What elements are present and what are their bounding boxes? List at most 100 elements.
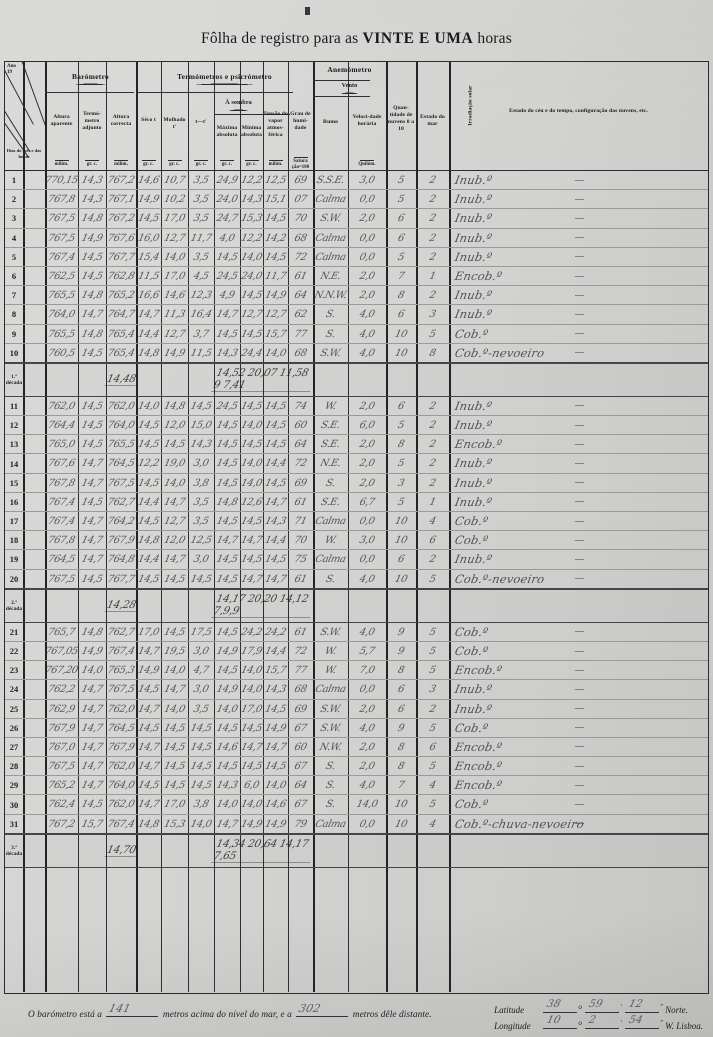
table-row[interactable]: 10 760,5 14,5 765,4 14,8 14,9 11,5 14,3 24,4 14,0… <box>5 344 708 363</box>
table-row[interactable]: 1 770,15 14,3 767,2 14,6 10,7 3,5 24,9 12,2 12,5 6… <box>5 171 708 191</box>
cell-1[interactable]: 767,8 <box>46 534 77 546</box>
cell-1[interactable]: 770,15 <box>43 174 80 186</box>
cell-2[interactable]: 14,5 <box>80 496 104 508</box>
cell-11[interactable]: S.E. <box>319 419 342 431</box>
cell-12[interactable]: 4,0 <box>358 308 376 320</box>
cell-3[interactable]: 764,7 <box>106 308 136 320</box>
cell-11[interactable]: W. <box>323 664 338 676</box>
cell-3[interactable]: 767,9 <box>106 534 136 546</box>
table-row[interactable]: 11 762,0 14,5 762,0 14,0 14,8 14,5 24,5 14,5 14,5… <box>5 397 708 417</box>
cell-1[interactable]: 767,5 <box>46 232 77 244</box>
latitude-sec-field[interactable]: 12 <box>624 998 659 1013</box>
cell-5[interactable]: 14,0 <box>162 703 187 715</box>
cell-11[interactable]: S.E. <box>319 496 342 508</box>
cell-11[interactable]: S. <box>324 328 337 340</box>
table-row[interactable]: 2 767,8 14,3 767,1 14,9 10,2 3,5 24,0 14,3 15,1 07… <box>5 190 708 210</box>
cell-12[interactable]: 4,0 <box>358 626 376 638</box>
cell-2[interactable]: 14,5 <box>80 573 104 585</box>
cell-sky-state[interactable]: Inub.º <box>453 192 494 207</box>
cell-13[interactable]: 8 <box>396 741 406 753</box>
table-row[interactable]: 14 767,6 14,7 764,5 12,2 19,0 3,0 14,5 14,0 14,4 7… <box>5 454 708 474</box>
cell-3[interactable]: 762,7 <box>106 496 136 508</box>
cell-12[interactable]: 2,0 <box>358 270 376 282</box>
cell-1[interactable]: 762,9 <box>46 703 77 715</box>
cell-11[interactable]: Calma <box>314 818 347 830</box>
cell-12[interactable]: 2,0 <box>358 477 376 489</box>
table-row[interactable]: 17 767,4 14,7 764,2 14,5 12,7 3,5 14,5 14,5 14,3 7… <box>5 512 708 532</box>
distance-field[interactable]: 302 <box>296 1002 349 1017</box>
cell-1[interactable]: 767,5 <box>46 573 77 585</box>
cell-sky-state[interactable]: Cob.º-nevoeiro <box>453 571 546 586</box>
cell-1[interactable]: 767,6 <box>46 458 77 470</box>
cell-11[interactable]: S.W. <box>319 347 342 359</box>
cell-13[interactable]: 6 <box>396 683 406 695</box>
cell-3[interactable]: 762,8 <box>106 270 136 282</box>
cell-3[interactable]: 767,7 <box>106 573 136 585</box>
cell-2[interactable]: 14,7 <box>80 760 104 772</box>
cell-2[interactable]: 14,5 <box>80 251 104 263</box>
cell-3[interactable]: 762,0 <box>106 400 136 412</box>
cell-15[interactable]: — <box>574 212 585 224</box>
latitude-deg-field[interactable]: 38 <box>543 998 578 1013</box>
cell-15[interactable]: — <box>574 722 585 734</box>
longitude-min-field[interactable]: 2 <box>585 1014 620 1029</box>
cell-3[interactable]: 764,2 <box>106 515 136 527</box>
cell-2[interactable]: 14,8 <box>80 328 104 340</box>
cell-3[interactable]: 765,4 <box>106 328 136 340</box>
cell-15[interactable]: — <box>574 683 585 695</box>
cell-11[interactable]: S.S.E. <box>315 174 346 186</box>
cell-12[interactable]: 4,0 <box>358 573 376 585</box>
cell-14[interactable]: 2 <box>428 232 437 244</box>
cell-11[interactable]: S. <box>324 573 337 585</box>
cell-12[interactable]: 3,0 <box>358 174 376 186</box>
cell-sky-state[interactable]: Inub.º <box>453 211 494 226</box>
cell-15[interactable]: — <box>574 626 585 638</box>
cell-14[interactable]: 2 <box>428 193 437 205</box>
cell-14[interactable]: 8 <box>428 347 437 359</box>
cell-14[interactable]: 5 <box>428 760 437 772</box>
cell-sky-state[interactable]: Inub.º <box>453 418 494 433</box>
table-row[interactable]: 30 762,4 14,5 762,0 14,7 17,0 3,8 14,0 14,0 14,6 6… <box>5 795 708 815</box>
cell-15[interactable]: — <box>574 496 585 508</box>
cell-13[interactable]: 6 <box>396 308 406 320</box>
table-row[interactable]: 6 762,5 14,5 762,8 11,5 17,0 4,5 24,5 24,0 11,7 61… <box>5 267 708 287</box>
cell-15[interactable]: — <box>574 760 585 772</box>
cell-sky-state[interactable]: Inub.º <box>453 682 494 697</box>
cell-sky-state[interactable]: Encob.º <box>453 269 504 284</box>
table-row[interactable]: 29 765,2 14,7 764,0 14,5 14,5 14,5 14,3 6,0 14,0 6… <box>5 776 708 796</box>
cell-1[interactable]: 767,8 <box>46 477 77 489</box>
cell-14[interactable]: 2 <box>428 703 437 715</box>
cell-sky-state[interactable]: Encob.º <box>453 739 504 754</box>
cell-12[interactable]: 0,0 <box>358 818 376 830</box>
cell-14[interactable]: 2 <box>428 477 437 489</box>
cell-3[interactable]: 765,2 <box>106 289 136 301</box>
longitude-sec-field[interactable]: 54 <box>624 1014 659 1029</box>
table-row[interactable]: 13 765,0 14,5 765,5 14,5 14,5 14,3 14,5 14,5 14,5… <box>5 435 708 455</box>
cell-2[interactable]: 14,3 <box>80 174 104 186</box>
cell-sky-state[interactable]: Inub.º <box>453 494 494 509</box>
cell-14[interactable]: 2 <box>428 458 437 470</box>
cell-11[interactable]: S. <box>324 308 337 320</box>
cell-2[interactable]: 14,7 <box>80 722 104 734</box>
cell-13[interactable]: 6 <box>396 400 406 412</box>
cell-3[interactable]: 767,2 <box>106 174 136 186</box>
cell-1[interactable]: 764,4 <box>46 419 77 431</box>
cell-sky-state[interactable]: Cob.º <box>453 644 490 659</box>
cell-11[interactable]: W. <box>323 400 338 412</box>
cell-13[interactable]: 6 <box>396 212 406 224</box>
cell-1[interactable]: 767,5 <box>46 760 77 772</box>
table-row[interactable]: 7 765,5 14,8 765,2 16,6 14,6 12,3 4,9 14,5 14,9 64… <box>5 286 708 306</box>
cell-12[interactable]: 4,0 <box>358 328 376 340</box>
cell-13[interactable]: 5 <box>396 251 406 263</box>
cell-14[interactable]: 2 <box>428 289 437 301</box>
cell-14[interactable]: 3 <box>428 683 437 695</box>
cell-sky-state[interactable]: Encob.º <box>453 437 504 452</box>
table-row[interactable]: 18 767,8 14,7 767,9 14,8 12,0 12,5 14,7 14,7 14,4… <box>5 531 708 551</box>
cell-13[interactable]: 9 <box>396 626 406 638</box>
cell-15[interactable]: — <box>574 534 585 546</box>
cell-15[interactable]: — <box>574 308 585 320</box>
cell-3[interactable]: 767,6 <box>106 232 136 244</box>
cell-sky-state[interactable]: Encob.º <box>453 778 504 793</box>
cell-1[interactable]: 767,8 <box>46 193 77 205</box>
cell-2[interactable]: 14,7 <box>80 703 104 715</box>
